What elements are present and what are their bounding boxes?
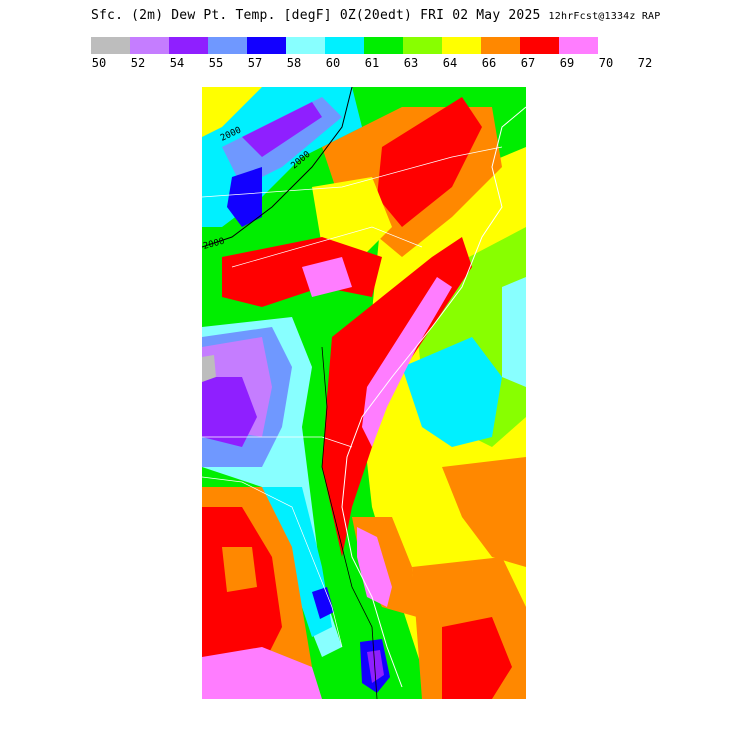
legend-swatch — [559, 37, 598, 54]
legend-swatch — [403, 37, 442, 54]
field-ne-red — [377, 97, 482, 227]
legend-tick: 66 — [481, 56, 497, 70]
field-west-yellow — [202, 87, 262, 137]
dewpoint-map: 2000 2000 2000 — [202, 87, 526, 699]
legend-swatch — [481, 37, 520, 54]
legend-tick: 67 — [520, 56, 536, 70]
legend-swatch — [442, 37, 481, 54]
legend-tick: 63 — [403, 56, 419, 70]
field-gulf-purple — [202, 377, 257, 447]
legend-tick: 60 — [325, 56, 341, 70]
legend-tick: 61 — [364, 56, 380, 70]
legend-swatch — [91, 37, 130, 54]
legend-tick: 64 — [442, 56, 458, 70]
field-ocean-ltcyan — [502, 277, 526, 387]
field-florida-magenta — [357, 527, 392, 607]
legend-tick: 54 — [169, 56, 185, 70]
state-line-2 — [231, 226, 423, 268]
legend-swatch — [130, 37, 169, 54]
field-gulf-orange2 — [222, 547, 257, 592]
gulf-coast — [202, 476, 343, 648]
coastline — [341, 106, 526, 688]
legend-tick: 52 — [130, 56, 146, 70]
field-carolina-magenta — [302, 257, 352, 297]
title-main: Sfc. (2m) Dew Pt. Temp. [degF] 0Z(20edt)… — [91, 8, 541, 23]
field-gulf-blue-s — [312, 587, 334, 619]
field-gulf-magenta — [202, 647, 322, 699]
legend-swatch — [208, 37, 247, 54]
legend-swatch — [169, 37, 208, 54]
field-west-purple — [242, 102, 322, 157]
legend-swatch — [520, 37, 559, 54]
legend-tick: 50 — [91, 56, 107, 70]
legend-tick: 70 — [598, 56, 614, 70]
field-west-blue2 — [227, 167, 262, 227]
legend-swatch — [325, 37, 364, 54]
field-ocean-orange — [442, 457, 526, 567]
legend-swatch — [247, 37, 286, 54]
field-ocean-red-s — [442, 617, 512, 699]
legend-tick: 55 — [208, 56, 224, 70]
field-gulf-gray — [202, 355, 216, 382]
field-ne-yellow — [312, 177, 392, 257]
legend-tick: 69 — [559, 56, 575, 70]
legend-swatch — [286, 37, 325, 54]
color-legend — [91, 37, 598, 54]
legend-ticks: 50 52 54 55 57 58 60 61 63 64 66 67 69 70 72 — [0, 56, 729, 72]
legend-tick: 72 — [637, 56, 653, 70]
legend-tick: 57 — [247, 56, 263, 70]
legend-swatch — [364, 37, 403, 54]
map-title: Sfc. (2m) Dew Pt. Temp. [degF] 0Z(20edt)… — [91, 8, 661, 23]
title-run: 12hrFcst@1334z RAP — [548, 11, 661, 22]
contour-line — [202, 87, 353, 248]
state-line-1 — [202, 146, 503, 198]
legend-tick: 58 — [286, 56, 302, 70]
field-ocean-cyan — [402, 337, 502, 447]
field-fl-purple — [367, 650, 384, 683]
contour-line-2 — [321, 346, 378, 699]
field-coastal-magenta — [362, 277, 452, 447]
state-line-3 — [202, 436, 353, 448]
